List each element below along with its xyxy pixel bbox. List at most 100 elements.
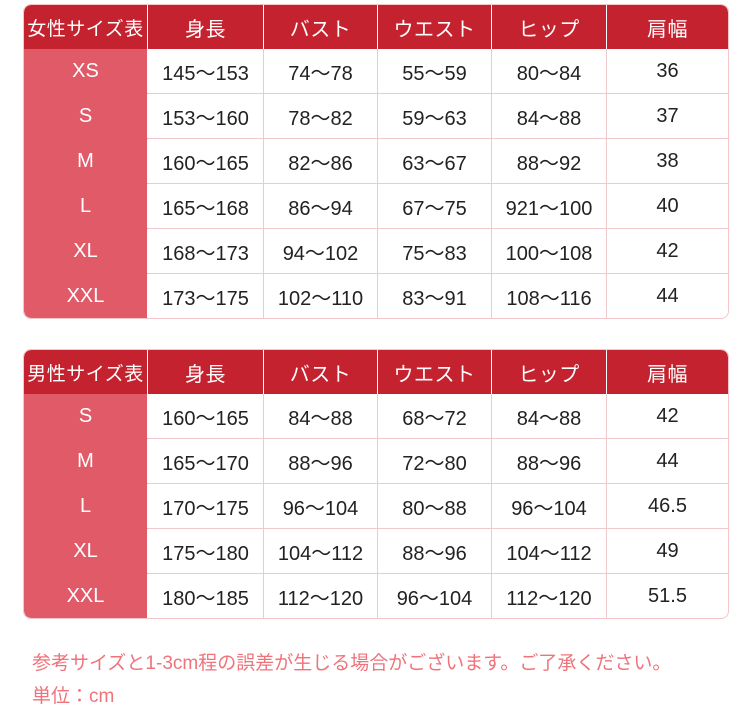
cell-hip: 88〜92 [492,139,607,184]
cell-shoulder: 42 [607,229,728,274]
cell-shoulder: 42 [607,394,728,439]
cell-hip: 112〜120 [492,574,607,618]
table-row: S 153〜160 78〜82 59〜63 84〜88 37 [24,94,728,139]
table-row: L 165〜168 86〜94 67〜75 921〜100 40 [24,184,728,229]
mens-size-table-wrapper: 男性サイズ表 身長 バスト ウエスト ヒップ 肩幅 S 160〜165 84〜8… [24,350,728,618]
note-tolerance: 参考サイズと1-3cm程の誤差が生じる場合がございます。ご了承ください。 [32,653,672,674]
table-row: M 160〜165 82〜86 63〜67 88〜92 38 [24,139,728,184]
cell-shoulder: 51.5 [607,574,728,618]
womens-table-header: 女性サイズ表 身長 バスト ウエスト ヒップ 肩幅 [24,5,728,49]
table-row: XXL 180〜185 112〜120 96〜104 112〜120 51.5 [24,574,728,618]
cell-shoulder: 44 [607,439,728,484]
womens-table-title: 女性サイズ表 [24,5,148,49]
cell-bust: 102〜110 [264,274,378,318]
table-header-row: 女性サイズ表 身長 バスト ウエスト ヒップ 肩幅 [24,5,728,49]
column-header-waist: ウエスト [378,350,492,394]
womens-table-body: XS 145〜153 74〜78 55〜59 80〜84 36 S 153〜16… [24,49,728,318]
size-label: XXL [24,274,148,318]
cell-bust: 96〜104 [264,484,378,529]
cell-bust: 104〜112 [264,529,378,574]
column-header-hip: ヒップ [492,5,607,49]
table-row: XL 175〜180 104〜112 88〜96 104〜112 49 [24,529,728,574]
cell-height: 173〜175 [148,274,264,318]
cell-hip: 88〜96 [492,439,607,484]
mens-table-header: 男性サイズ表 身長 バスト ウエスト ヒップ 肩幅 [24,350,728,394]
table-row: XL 168〜173 94〜102 75〜83 100〜108 42 [24,229,728,274]
table-row: L 170〜175 96〜104 80〜88 96〜104 46.5 [24,484,728,529]
size-label: XS [24,49,148,94]
mens-size-table: 男性サイズ表 身長 バスト ウエスト ヒップ 肩幅 S 160〜165 84〜8… [24,350,728,618]
mens-table-title: 男性サイズ表 [24,350,148,394]
table-header-row: 男性サイズ表 身長 バスト ウエスト ヒップ 肩幅 [24,350,728,394]
cell-shoulder: 44 [607,274,728,318]
cell-waist: 75〜83 [378,229,492,274]
column-header-hip: ヒップ [492,350,607,394]
size-label: XL [24,529,148,574]
cell-waist: 83〜91 [378,274,492,318]
cell-height: 160〜165 [148,139,264,184]
column-header-shoulder: 肩幅 [607,5,728,49]
cell-hip: 80〜84 [492,49,607,94]
cell-height: 145〜153 [148,49,264,94]
note-unit: 単位：cm [32,686,115,708]
cell-height: 168〜173 [148,229,264,274]
cell-shoulder: 36 [607,49,728,94]
cell-shoulder: 38 [607,139,728,184]
cell-bust: 86〜94 [264,184,378,229]
cell-bust: 84〜88 [264,394,378,439]
size-label: L [24,184,148,229]
cell-height: 165〜170 [148,439,264,484]
table-row: M 165〜170 88〜96 72〜80 88〜96 44 [24,439,728,484]
table-spacer [24,318,727,350]
cell-height: 153〜160 [148,94,264,139]
cell-shoulder: 40 [607,184,728,229]
cell-shoulder: 49 [607,529,728,574]
cell-waist: 67〜75 [378,184,492,229]
column-header-waist: ウエスト [378,5,492,49]
cell-waist: 68〜72 [378,394,492,439]
cell-height: 160〜165 [148,394,264,439]
size-label: S [24,94,148,139]
womens-size-table-wrapper: 女性サイズ表 身長 バスト ウエスト ヒップ 肩幅 XS 145〜153 74〜… [24,5,728,318]
cell-hip: 104〜112 [492,529,607,574]
cell-bust: 74〜78 [264,49,378,94]
size-label: S [24,394,148,439]
column-header-height: 身長 [148,5,264,49]
cell-bust: 78〜82 [264,94,378,139]
cell-bust: 82〜86 [264,139,378,184]
cell-waist: 55〜59 [378,49,492,94]
table-row: XS 145〜153 74〜78 55〜59 80〜84 36 [24,49,728,94]
womens-size-table: 女性サイズ表 身長 バスト ウエスト ヒップ 肩幅 XS 145〜153 74〜… [24,5,728,318]
cell-hip: 108〜116 [492,274,607,318]
size-label: M [24,439,148,484]
cell-bust: 94〜102 [264,229,378,274]
cell-shoulder: 37 [607,94,728,139]
cell-waist: 80〜88 [378,484,492,529]
cell-waist: 72〜80 [378,439,492,484]
cell-bust: 112〜120 [264,574,378,618]
column-header-height: 身長 [148,350,264,394]
size-label: XL [24,229,148,274]
cell-hip: 84〜88 [492,94,607,139]
cell-waist: 63〜67 [378,139,492,184]
cell-shoulder: 46.5 [607,484,728,529]
table-row: S 160〜165 84〜88 68〜72 84〜88 42 [24,394,728,439]
mens-table-body: S 160〜165 84〜88 68〜72 84〜88 42 M 165〜170… [24,394,728,618]
cell-height: 170〜175 [148,484,264,529]
cell-hip: 100〜108 [492,229,607,274]
cell-hip: 84〜88 [492,394,607,439]
cell-hip: 921〜100 [492,184,607,229]
size-label: L [24,484,148,529]
size-label: XXL [24,574,148,618]
cell-waist: 96〜104 [378,574,492,618]
column-header-shoulder: 肩幅 [607,350,728,394]
column-header-bust: バスト [264,5,378,49]
cell-waist: 59〜63 [378,94,492,139]
cell-bust: 88〜96 [264,439,378,484]
cell-waist: 88〜96 [378,529,492,574]
size-label: M [24,139,148,184]
cell-hip: 96〜104 [492,484,607,529]
cell-height: 180〜185 [148,574,264,618]
cell-height: 175〜180 [148,529,264,574]
